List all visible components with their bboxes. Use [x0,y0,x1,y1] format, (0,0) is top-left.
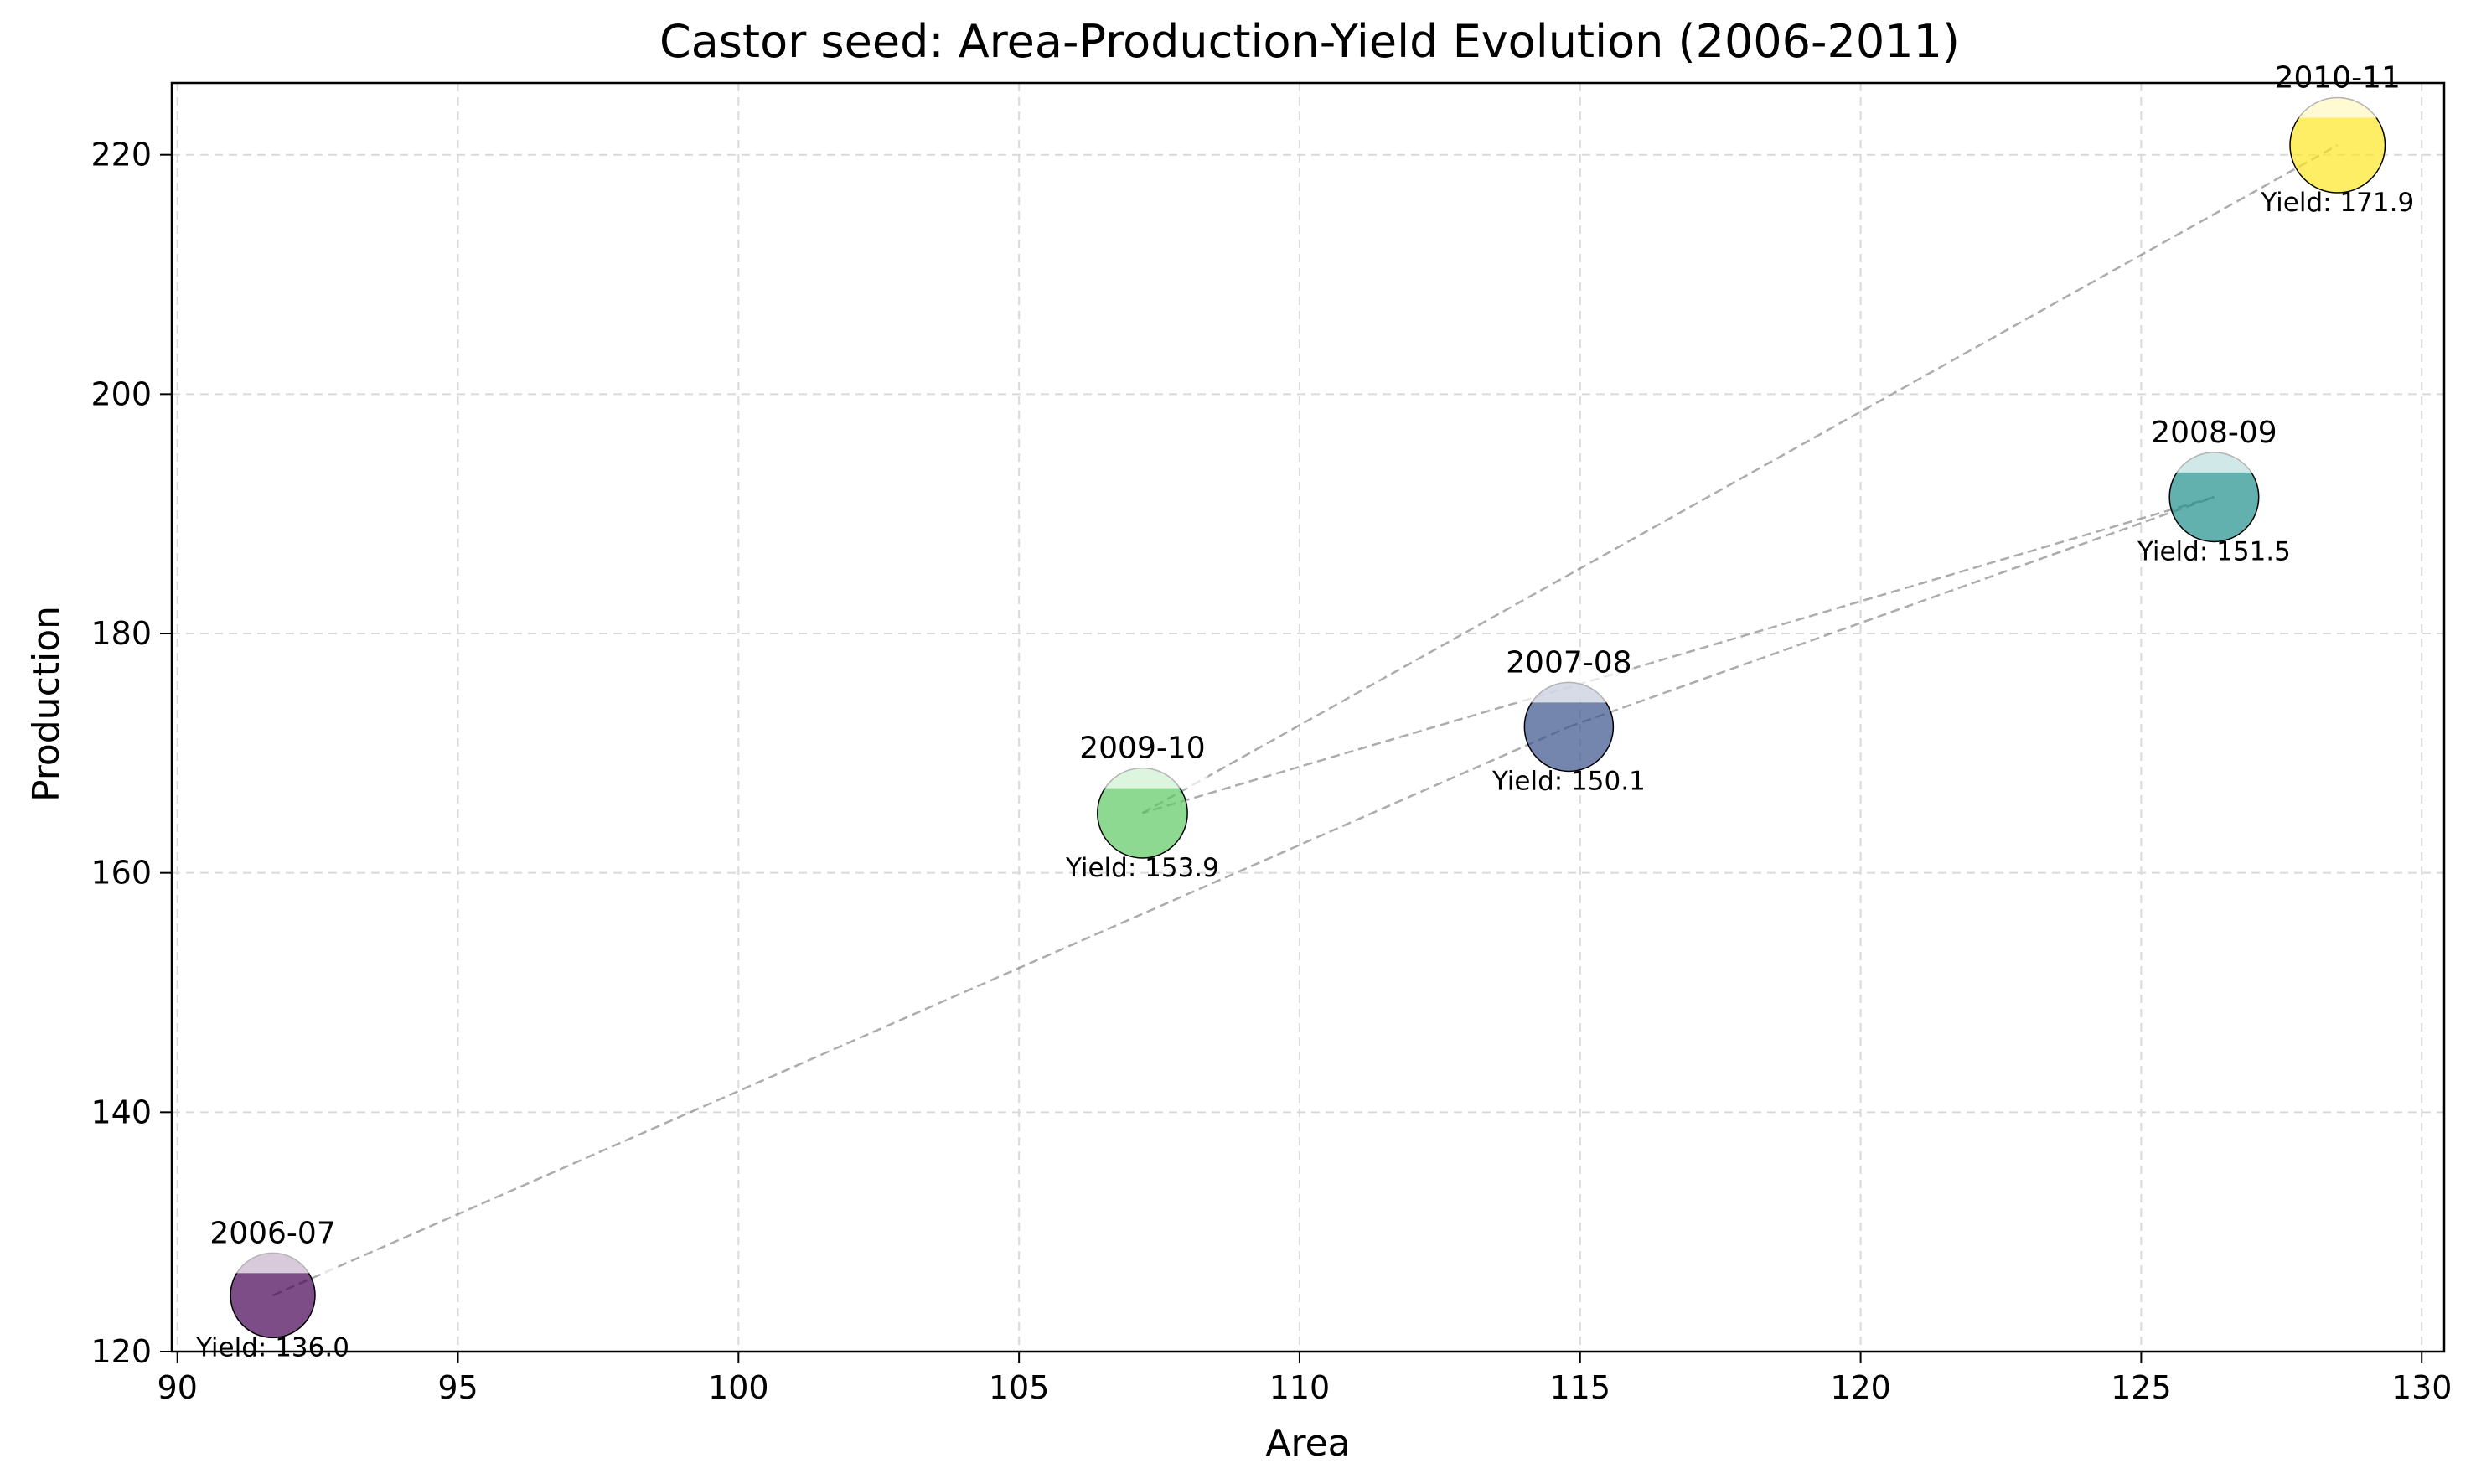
point-yield-label: Yield: 171.9 [2260,188,2414,218]
data-point-2009-10: 2009-10 Yield: 153.9 [1065,732,1219,883]
x-tick-label: 125 [2111,1369,2172,1406]
axis-ticks: 90 95 100 105 110 115 120 125 130 120 140 160 180 200… [90,137,2452,1406]
data-point-2010-11: 2010-11 Yield: 171.9 [2260,61,2414,218]
x-tick-label: 115 [1550,1369,1611,1406]
point-label: 2006-07 [209,1216,335,1250]
x-tick-label: 110 [1269,1369,1331,1406]
point-label-box [2272,77,2403,118]
data-point-2007-08: 2007-08 Yield: 150.1 [1491,645,1646,796]
point-label: 2007-08 [1506,645,1631,680]
y-tick-label: 120 [90,1333,152,1370]
point-yield-label: Yield: 153.9 [1065,853,1219,883]
data-point-2006-07: 2006-07 Yield: 136.0 [195,1216,349,1362]
grid-lines [172,83,2444,1352]
x-tick-label: 95 [437,1369,478,1406]
trajectory-lines [272,144,2339,1297]
point-yield-label: Yield: 151.5 [2137,536,2291,566]
point-label: 2008-09 [2151,416,2277,450]
trajectory-segment [272,726,1569,1297]
chart-title: Castor seed: Area-Production-Yield Evolu… [659,15,1960,68]
y-tick-label: 180 [90,615,152,652]
x-tick-label: 130 [2391,1369,2453,1406]
y-tick-label: 140 [90,1094,152,1130]
point-yield-label: Yield: 136.0 [195,1332,349,1362]
x-tick-label: 100 [708,1369,769,1406]
data-point-2008-09: 2008-09 Yield: 151.5 [2137,416,2291,567]
point-label-box [2148,432,2280,473]
point-label: 2009-10 [1079,732,1205,766]
y-tick-label: 220 [90,137,152,173]
trajectory-segment [1568,496,2215,728]
y-tick-label: 160 [90,855,152,892]
y-tick-label: 200 [90,375,152,412]
point-yield-label: Yield: 150.1 [1491,766,1646,796]
y-axis-label: Production [25,606,68,802]
trajectory-segment [1141,144,2339,814]
point-label-box [1077,747,1208,789]
x-axis-label: Area [1265,1422,1350,1465]
point-label: 2010-11 [2275,61,2401,96]
x-tick-label: 105 [989,1369,1050,1406]
plot-area-frame [170,81,2446,1353]
point-label-box [207,1233,339,1274]
x-tick-label: 90 [158,1369,198,1406]
x-tick-label: 120 [1830,1369,1891,1406]
trajectory-segment [1142,495,2215,814]
point-label-box [1503,662,1635,703]
